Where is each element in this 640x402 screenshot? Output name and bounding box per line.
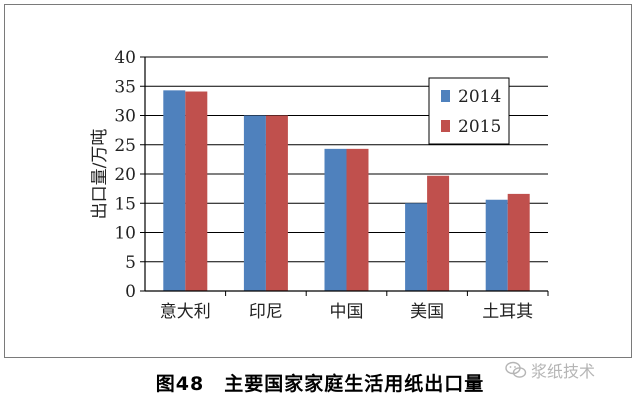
bar-2015-中国 [346, 148, 369, 291]
legend-label-2015: 2015 [458, 117, 501, 137]
bar-2015-美国 [427, 175, 450, 291]
y-tick-label: 15 [114, 194, 136, 214]
bar-2014-中国 [324, 148, 347, 291]
x-category-label: 意大利 [160, 302, 211, 322]
bar-2014-土耳其 [485, 199, 508, 291]
y-tick-label: 40 [114, 48, 136, 68]
x-category-label: 美国 [410, 302, 444, 322]
y-tick-label: 30 [114, 107, 136, 127]
bar-chart: 出口量/万吨 0 5 10 15 20 25 30 35 40 意大利 印尼 中国 美国 土耳其 201… [90, 48, 549, 322]
legend-swatch-2015 [441, 120, 450, 132]
chart-frame [4, 4, 632, 358]
watermark-text: 浆纸技术 [531, 362, 596, 381]
wechat-icon [505, 361, 527, 378]
y-ticks: 0 5 10 15 20 25 30 35 40 [114, 48, 145, 302]
axes [144, 57, 548, 292]
legend: 2014 2015 [428, 77, 510, 145]
y-tick-label: 35 [114, 77, 136, 97]
y-axis-label: 出口量/万吨 [90, 129, 110, 220]
watermark: 浆纸技术 [505, 358, 595, 382]
y-tick-label: 25 [114, 136, 136, 156]
y-tick-label: 5 [125, 253, 136, 273]
y-tick-label: 0 [125, 282, 136, 302]
x-category-label: 土耳其 [482, 302, 533, 322]
y-tick-label: 10 [114, 224, 136, 244]
x-category-label: 印尼 [249, 302, 283, 322]
y-tick-label: 20 [114, 165, 136, 185]
bar-2015-意大利 [185, 91, 208, 291]
legend-label-2014: 2014 [458, 87, 501, 107]
bar-2014-美国 [405, 203, 428, 291]
bars [163, 90, 530, 291]
x-category-label: 中国 [330, 302, 364, 322]
bar-2015-印尼 [265, 115, 288, 291]
legend-swatch-2014 [441, 90, 450, 102]
x-category-labels: 意大利 印尼 中国 美国 土耳其 [160, 291, 549, 322]
bar-2014-意大利 [163, 90, 186, 291]
figure-caption: 图48 主要国家家庭生活用纸出口量 [155, 373, 485, 395]
bar-2015-土耳其 [507, 193, 530, 291]
legend-box [428, 77, 510, 145]
bar-2014-印尼 [243, 115, 266, 291]
